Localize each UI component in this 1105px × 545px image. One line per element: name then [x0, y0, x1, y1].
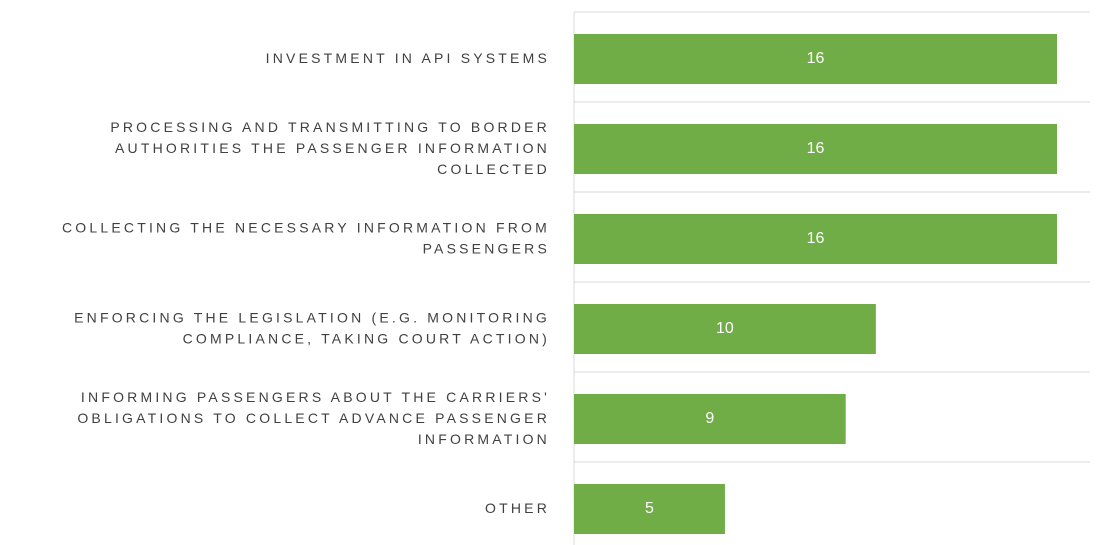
category-label: COLLECTING THE NECESSARY INFORMATION FRO… [62, 219, 550, 256]
category-label: ENFORCING THE LEGISLATION (E.G. MONITORI… [74, 309, 550, 346]
bar [574, 484, 725, 534]
value-label: 10 [716, 320, 734, 337]
bar [574, 124, 1057, 174]
value-label: 16 [807, 230, 825, 247]
category-label: PROCESSING AND TRANSMITTING TO BORDER AUT… [110, 119, 550, 177]
value-label: 5 [645, 500, 654, 517]
category-label: INVESTMENT IN API SYSTEMS [266, 50, 550, 66]
bar [574, 394, 846, 444]
value-label: 16 [807, 140, 825, 157]
value-label: 9 [705, 410, 714, 427]
bar [574, 214, 1057, 264]
category-label: OTHER [485, 500, 550, 516]
category-label: INFORMING PASSENGERS ABOUT THE CARRIERS'… [77, 389, 550, 447]
bar [574, 34, 1057, 84]
value-label: 16 [807, 50, 825, 67]
bar [574, 304, 876, 354]
